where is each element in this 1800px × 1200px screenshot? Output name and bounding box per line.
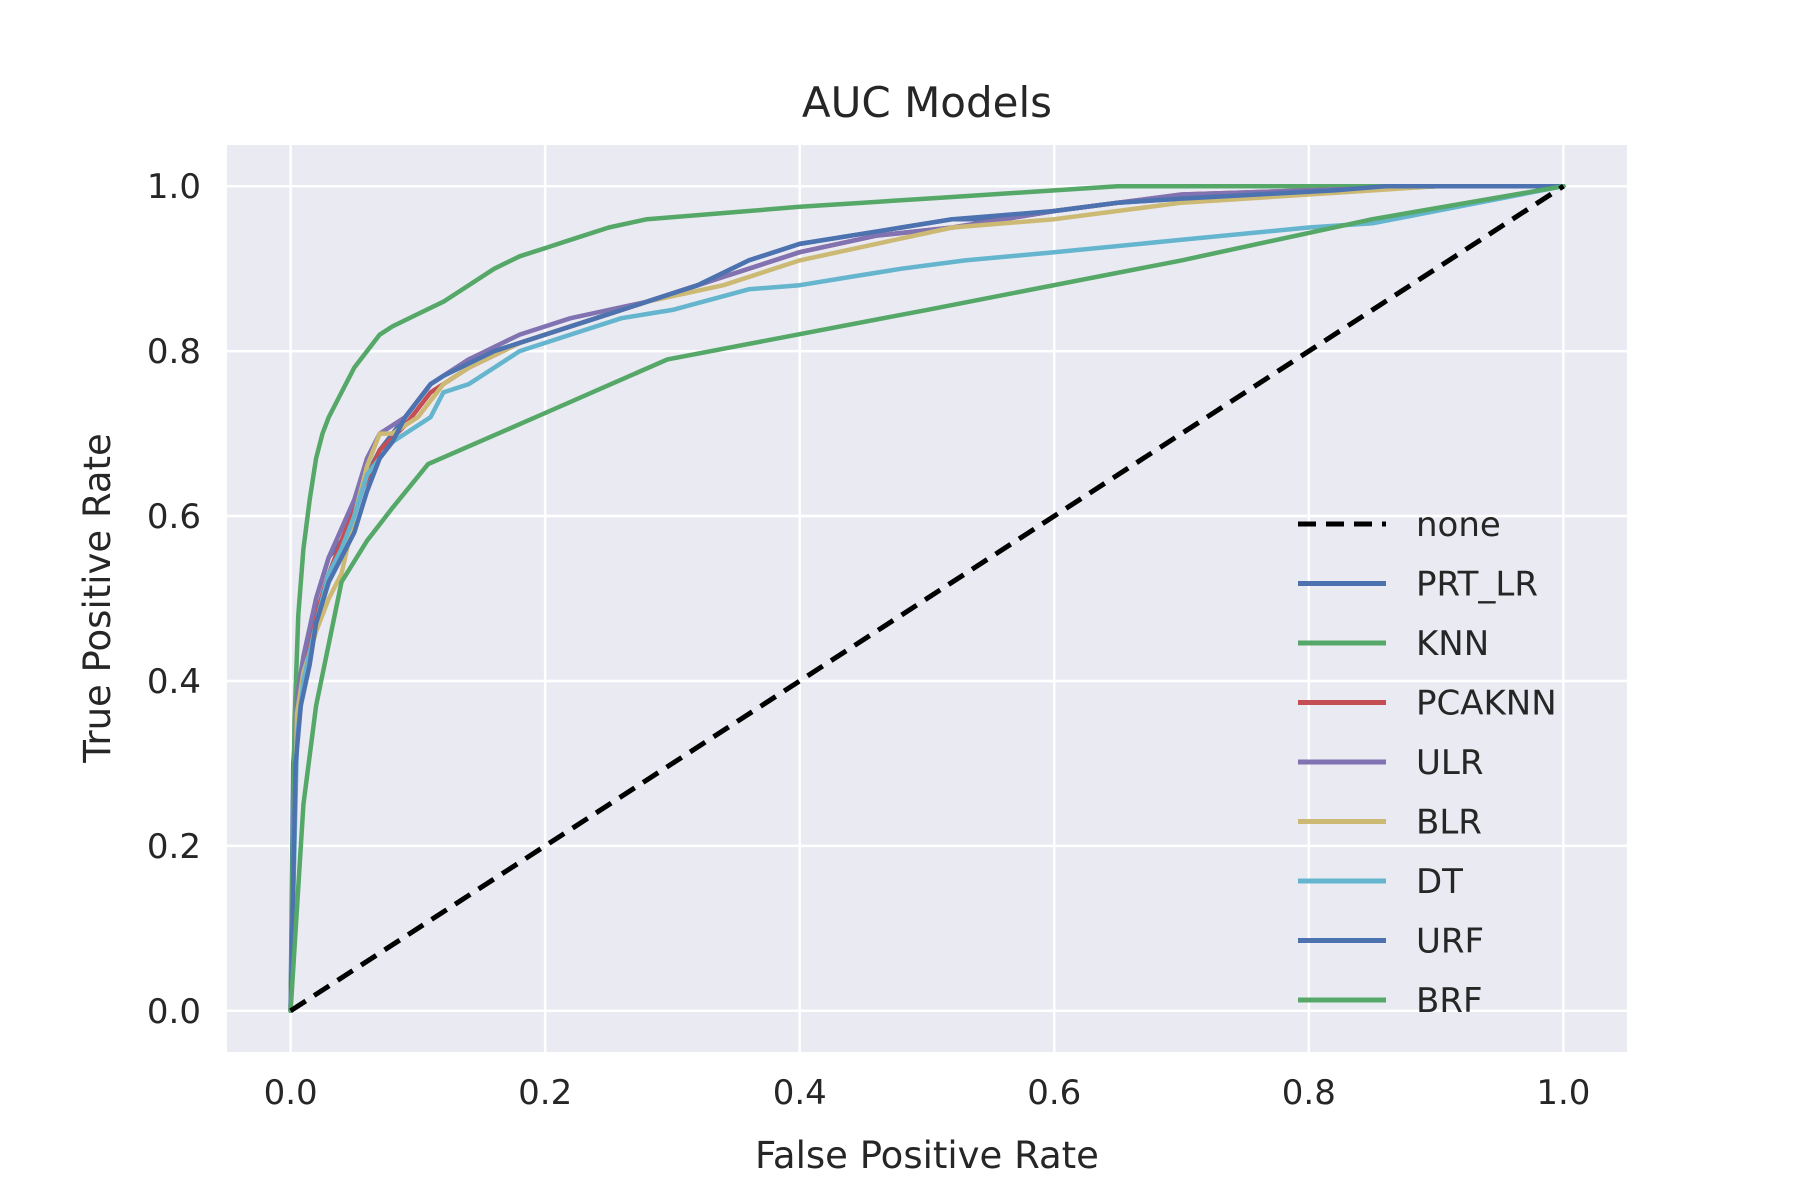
- grid-lines: [227, 145, 1627, 1052]
- legend: none PRT_LR KNN PCAKNN ULR BLR DT URF BRF: [1298, 505, 1557, 1021]
- legend-label-none: none: [1416, 505, 1501, 545]
- x-axis-label: False Positive Rate: [755, 1134, 1099, 1177]
- y-tick-label: 0.8: [147, 332, 201, 372]
- y-tick-label: 1.0: [147, 167, 201, 207]
- x-tick-label: 0.4: [773, 1073, 827, 1113]
- series-line-blr: [288, 183, 1566, 1014]
- series-line-dt: [288, 183, 1566, 1014]
- legend-label-blr: BLR: [1416, 803, 1482, 843]
- x-tick-label: 1.0: [1536, 1073, 1590, 1113]
- x-tick-label: 0.8: [1282, 1073, 1336, 1113]
- series-line-none: [289, 184, 1565, 1013]
- legend-label-urf: URF: [1416, 922, 1484, 962]
- x-tick-label: 0.0: [264, 1073, 318, 1113]
- y-tick-label: 0.2: [147, 827, 201, 867]
- legend-label-dt: DT: [1416, 862, 1463, 902]
- legend-label-pcaknn: PCAKNN: [1416, 684, 1557, 724]
- tick-labels: 0.0 0.2 0.4 0.6 0.8 1.0 0.0 0.2 0.4 0.6 0.8 1.0: [147, 167, 1590, 1113]
- x-tick-label: 0.2: [518, 1073, 572, 1113]
- chart-title: AUC Models: [802, 78, 1052, 127]
- series-line-urf: [288, 183, 1566, 1014]
- series-line-brf: [288, 183, 1566, 1014]
- y-tick-label: 0.4: [147, 662, 201, 702]
- y-tick-label: 0.6: [147, 497, 201, 537]
- legend-label-prt-lr: PRT_LR: [1416, 565, 1538, 605]
- x-tick-label: 0.6: [1027, 1073, 1081, 1113]
- legend-label-knn: KNN: [1416, 624, 1489, 664]
- y-axis-label: True Positive Rate: [76, 433, 119, 764]
- y-tick-label: 0.0: [147, 992, 201, 1032]
- series-layer: [288, 183, 1566, 1014]
- legend-label-ulr: ULR: [1416, 743, 1483, 783]
- legend-label-brf: BRF: [1416, 981, 1483, 1021]
- series-line-knn: [288, 183, 1566, 1014]
